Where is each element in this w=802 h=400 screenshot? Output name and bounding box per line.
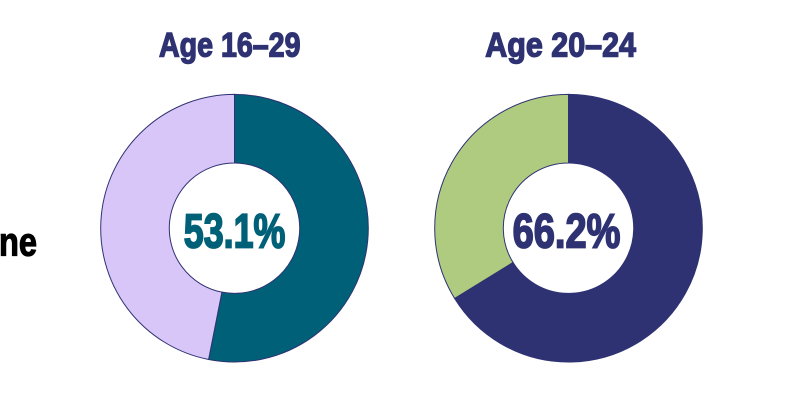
svg-text:53.1%: 53.1%	[184, 206, 286, 259]
svg-text:Age 20–24: Age 20–24	[485, 27, 636, 65]
svg-text:66.2%: 66.2%	[513, 206, 621, 259]
svg-text:Age 16–29: Age 16–29	[159, 27, 301, 65]
svg-text:ne: ne	[0, 220, 37, 264]
